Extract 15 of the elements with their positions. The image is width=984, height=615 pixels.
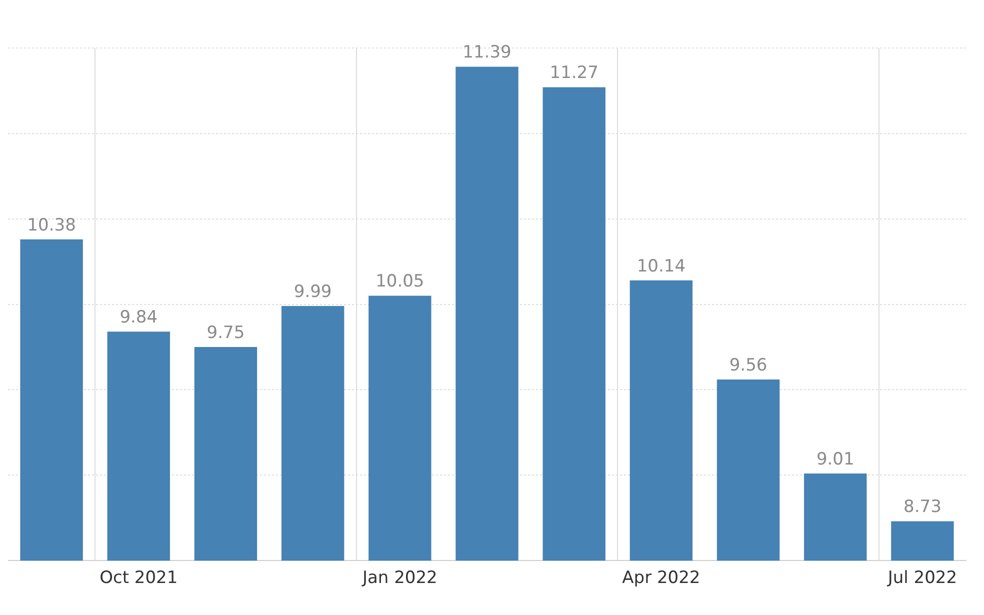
x-tick-label: Jul 2022	[886, 568, 958, 588]
x-tick-label: Apr 2022	[622, 568, 700, 588]
data-label: 8.73	[904, 497, 942, 518]
data-label: 9.99	[294, 282, 332, 302]
x-tick-label: Oct 2021	[100, 568, 178, 588]
data-label: 10.05	[376, 272, 424, 292]
x-tick-label: Jan 2022	[361, 568, 438, 588]
data-label: 11.27	[550, 63, 598, 84]
data-label: 9.75	[206, 322, 245, 343]
data-label: 9.84	[120, 308, 158, 328]
data-label: 9.56	[729, 355, 768, 376]
data-label: 11.39	[462, 42, 512, 63]
data-label: 10.38	[27, 215, 76, 236]
data-label: 9.01	[816, 449, 854, 470]
data-label: 10.14	[636, 256, 686, 276]
